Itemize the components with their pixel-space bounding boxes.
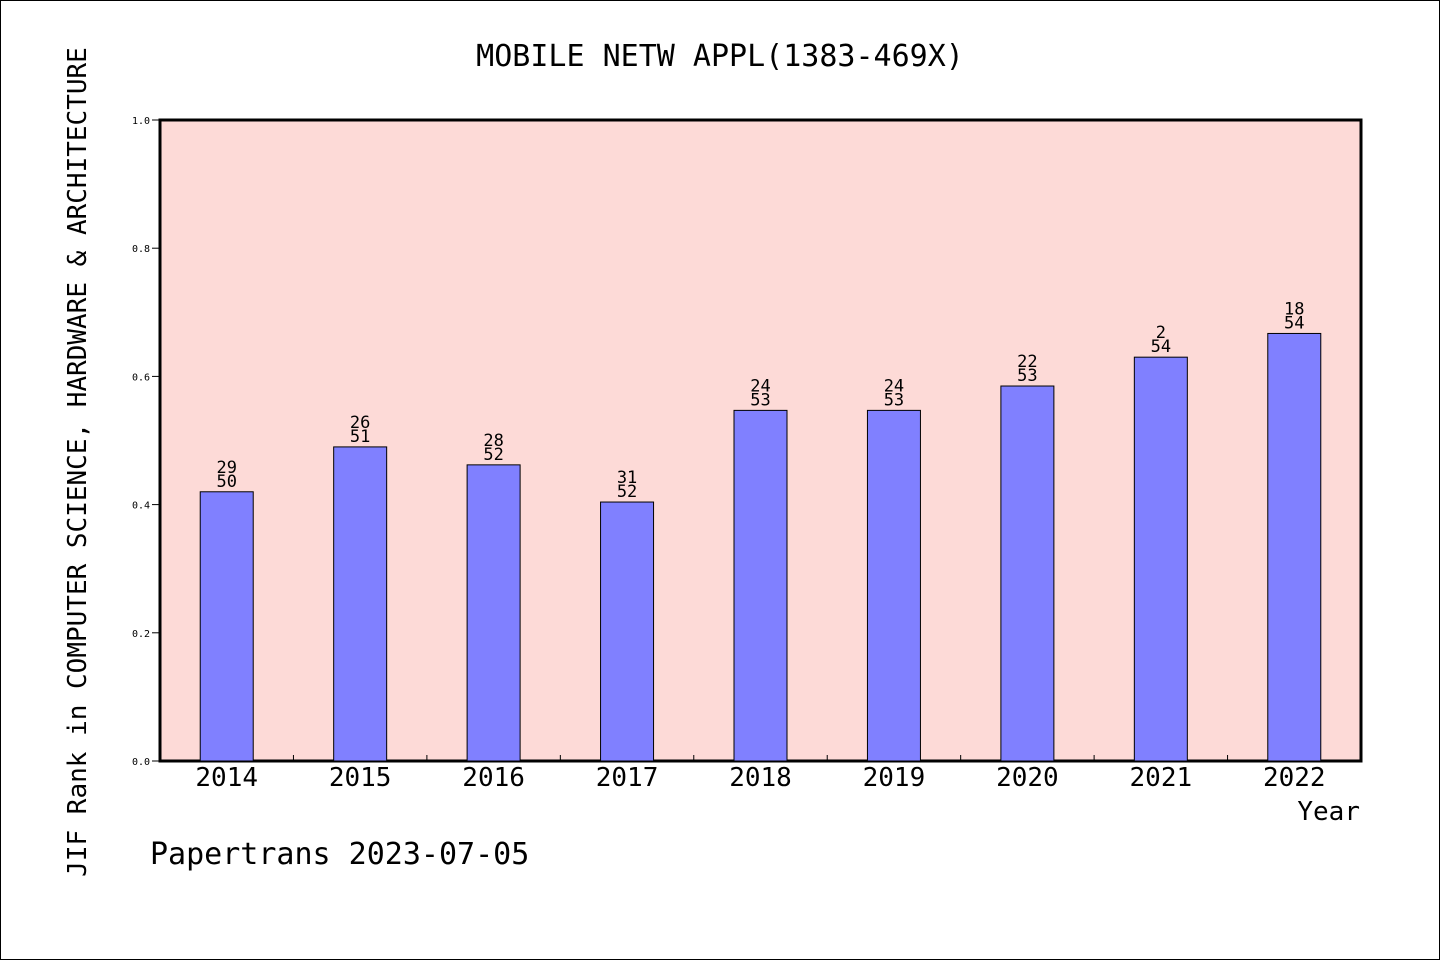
- bar-total-label-2022: 54: [1284, 313, 1304, 333]
- bar-total-label-2021: 54: [1151, 337, 1171, 357]
- bar-rank-label-2015: 26: [350, 413, 370, 433]
- x-axis: 2014 2015 2016 2017 2018 2019 2020 2021 2022: [195, 755, 1326, 793]
- x-tick-label-2019: 2019: [863, 763, 926, 793]
- y-tick-label-0.8: 0.8: [132, 244, 150, 255]
- footer-text: Papertrans 2023-07-05: [150, 837, 529, 872]
- x-tick-label-2015: 2015: [329, 763, 392, 793]
- bars-group: [199, 332, 1322, 762]
- y-axis: 0.0 0.2 0.4 0.6 0.8 1.0: [132, 116, 160, 768]
- bar-rank-label-2019: 24: [884, 376, 904, 396]
- y-tick-label-1.0: 1.0: [132, 116, 150, 127]
- x-tick-label-2016: 2016: [462, 763, 525, 793]
- bar-total-label-2018: 53: [750, 390, 770, 410]
- y-axis-title: JIF Rank in COMPUTER SCIENCE, HARDWARE &…: [63, 47, 93, 877]
- bar-rank-label-2022: 18: [1284, 299, 1304, 319]
- bar-total-label-2014: 50: [216, 472, 236, 492]
- bar-total-label-2020: 53: [1017, 366, 1037, 386]
- bar-total-label-2016: 52: [483, 445, 503, 465]
- y-tick-label-0.4: 0.4: [132, 501, 150, 512]
- bar-rank-label-2017: 31: [617, 468, 637, 488]
- x-tick-label-2020: 2020: [996, 763, 1059, 793]
- bar-rank-label-2016: 28: [483, 431, 503, 451]
- x-tick-label-2014: 2014: [195, 763, 258, 793]
- x-axis-title: Year: [1297, 797, 1360, 827]
- y-tick-label-0.6: 0.6: [132, 372, 150, 383]
- bar-2019: [866, 409, 921, 762]
- bar-2021: [1133, 356, 1188, 762]
- bar-2022: [1267, 332, 1322, 762]
- bar-2018: [733, 409, 788, 762]
- x-tick-label-2018: 2018: [729, 763, 792, 793]
- x-tick-label-2017: 2017: [596, 763, 659, 793]
- bar-rank-label-2021: 2: [1156, 323, 1166, 343]
- chart-title: MOBILE NETW APPL(1383-469X): [476, 39, 964, 74]
- bar-total-label-2017: 52: [617, 482, 637, 502]
- y-tick-label-0.0: 0.0: [132, 757, 150, 768]
- bar-total-label-2015: 51: [350, 427, 370, 447]
- x-tick-label-2022: 2022: [1263, 763, 1326, 793]
- bar-rank-label-2018: 24: [750, 376, 770, 396]
- bar-rank-label-2020: 22: [1017, 352, 1037, 372]
- bar-2014: [199, 491, 254, 762]
- bar-2016: [466, 464, 521, 762]
- bar-rank-label-2014: 29: [216, 458, 236, 478]
- bar-2020: [1000, 385, 1055, 762]
- bar-2015: [333, 446, 388, 762]
- bar-2017: [600, 501, 655, 762]
- y-tick-label-0.2: 0.2: [132, 629, 150, 640]
- x-tick-label-2021: 2021: [1130, 763, 1193, 793]
- bar-total-label-2019: 53: [884, 390, 904, 410]
